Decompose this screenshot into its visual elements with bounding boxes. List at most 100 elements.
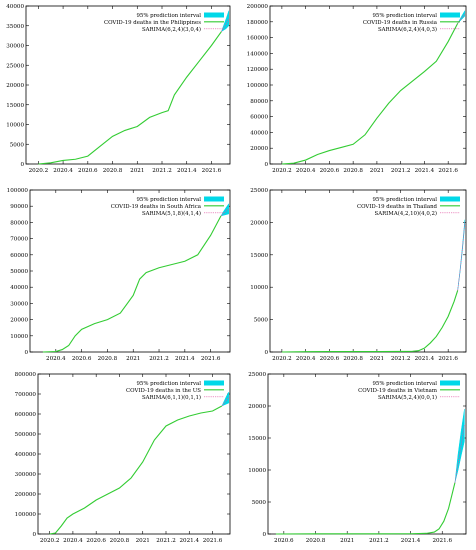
y-tick-label: 20000	[10, 318, 28, 324]
y-tick-label: 60000	[250, 115, 268, 121]
chart-3: 0 10000 20000 30000 40000 50000 60000 70000 8000…	[7, 188, 231, 362]
y-tick-label: 25000	[250, 188, 268, 194]
legend-label: SARIMA(5,2,4)(0,0,1)	[378, 394, 437, 401]
y-tick-label: 0	[264, 162, 268, 168]
x-tick-label: 2020.6	[72, 356, 92, 362]
x-tick-label: 2020.8	[103, 168, 123, 174]
x-tick-label: 2021	[136, 538, 150, 544]
y-tick-label: 20000	[6, 83, 24, 89]
legend-label: SARIMA(6,1,1)(0,1,1)	[142, 394, 201, 401]
y-tick-label: 0	[264, 350, 268, 356]
y-tick-label: 180000	[247, 20, 269, 26]
observed-deaths-line	[38, 31, 222, 165]
chart-2: 0 20000 40000 60000 80000 100000 120000 140000 1…	[247, 4, 467, 174]
y-tick-label: 60000	[10, 253, 28, 259]
y-tick-label: 15000	[6, 103, 24, 109]
x-tick-label: 2020.6	[274, 538, 294, 544]
y-tick-label: 70000	[10, 237, 28, 243]
x-tick-label: 2020.6	[78, 168, 98, 174]
y-tick-label: 700000	[15, 392, 37, 398]
legend-label: COVID-19 deaths in Russia	[363, 20, 438, 26]
chart-1: 0 5000 10000 15000 20000 25000 30000 35000 40000…	[6, 4, 231, 174]
legend-label: SARIMA(6,2,4)(3,0,4)	[142, 26, 201, 33]
legend-label: 95% prediction interval	[136, 381, 201, 387]
y-tick-label: 120000	[247, 67, 269, 73]
observed-deaths-line	[281, 23, 459, 165]
observed-deaths-line	[49, 405, 223, 535]
x-tick-label: 2020.6	[320, 168, 340, 174]
plot-frame	[37, 373, 231, 535]
x-tick-label: 2021.6	[201, 356, 221, 362]
legend-label: SARIMA(5,1,8)(4,1,4)	[142, 210, 201, 217]
legend-interval-swatch	[204, 12, 224, 18]
x-tick-label: 2020.2	[272, 356, 292, 362]
x-tick-label: 2021.6	[202, 168, 222, 174]
y-tick-label: 5000	[10, 142, 25, 148]
observed-deaths-line	[275, 482, 456, 535]
y-tick-label: 20000	[248, 404, 266, 410]
y-tick-label: 35000	[6, 24, 24, 30]
legend-interval-swatch	[440, 380, 460, 386]
y-tick-label: 400000	[15, 452, 37, 458]
y-tick-label: 100000	[15, 512, 37, 518]
x-tick-label: 2020.4	[63, 538, 83, 544]
y-tick-label: 80000	[10, 220, 28, 226]
y-tick-label: 30000	[10, 301, 28, 307]
legend-interval-swatch	[440, 196, 460, 202]
y-tick-label: 10000	[248, 468, 266, 474]
y-tick-label: 10000	[250, 285, 268, 291]
y-tick-label: 140000	[247, 51, 269, 57]
x-tick-label: 2021	[370, 356, 384, 362]
sarima-forecast-line	[221, 396, 230, 407]
legend-label: COVID-19 deaths in the Philippines	[104, 20, 201, 26]
y-tick-label: 20000	[250, 146, 268, 152]
legend-label: SARIMA(6,2,4)(4,0,3)	[378, 26, 437, 33]
sarima-forecast-line	[457, 13, 466, 24]
y-tick-label: 100000	[7, 188, 29, 194]
prediction-interval-band	[220, 202, 229, 217]
x-tick-label: 2021.4	[175, 356, 195, 362]
y-tick-label: 160000	[247, 36, 269, 42]
x-tick-label: 2021.2	[149, 356, 169, 362]
legend-label: SARIMA(4,2,10)(4,0,2)	[375, 210, 437, 217]
y-tick-label: 200000	[15, 492, 37, 498]
legend-label: COVID-19 deaths in the US	[126, 388, 201, 394]
x-tick-label: 2021.6	[432, 538, 452, 544]
x-tick-label: 2020.8	[306, 538, 326, 544]
x-tick-label: 2020.8	[343, 356, 363, 362]
y-tick-label: 90000	[10, 204, 28, 210]
sarima-forecast-line	[221, 18, 230, 32]
x-tick-label: 2021.4	[179, 538, 199, 544]
y-tick-label: 100000	[247, 83, 269, 89]
legend-label: 95% prediction interval	[372, 13, 437, 19]
legend-label: 95% prediction interval	[372, 197, 437, 203]
legend-label: 95% prediction interval	[136, 13, 201, 19]
y-tick-label: 5000	[254, 318, 269, 324]
x-tick-label: 2021	[126, 356, 140, 362]
x-tick-label: 2021.2	[156, 538, 176, 544]
y-tick-label: 0	[262, 532, 266, 538]
x-tick-label: 2020.6	[86, 538, 106, 544]
sarima-forecast-line	[454, 425, 465, 483]
x-tick-label: 2021.2	[369, 538, 389, 544]
prediction-interval-band	[457, 9, 466, 24]
sarima-forecast-line	[457, 222, 466, 291]
y-tick-label: 25000	[6, 63, 24, 69]
x-tick-label: 2021.2	[152, 168, 172, 174]
x-tick-label: 2021.4	[415, 168, 435, 174]
prediction-interval-band	[454, 409, 465, 483]
y-tick-label: 30000	[6, 44, 24, 50]
y-tick-label: 800000	[15, 372, 37, 378]
chart-4: 0 5000 10000 15000 20000 25000 2020.2 2020.4 202…	[250, 188, 467, 362]
legend-interval-swatch	[440, 12, 460, 18]
prediction-interval-band	[221, 391, 230, 407]
x-tick-label: 2020.8	[343, 168, 363, 174]
x-tick-label: 2021.6	[438, 168, 458, 174]
x-tick-label: 2020.2	[272, 168, 292, 174]
x-tick-label: 2020.4	[53, 168, 73, 174]
y-tick-label: 25000	[248, 372, 266, 378]
y-tick-label: 80000	[250, 99, 268, 105]
x-tick-label: 2021	[370, 168, 384, 174]
legend-label: COVID-19 deaths in Thailand	[357, 204, 438, 210]
